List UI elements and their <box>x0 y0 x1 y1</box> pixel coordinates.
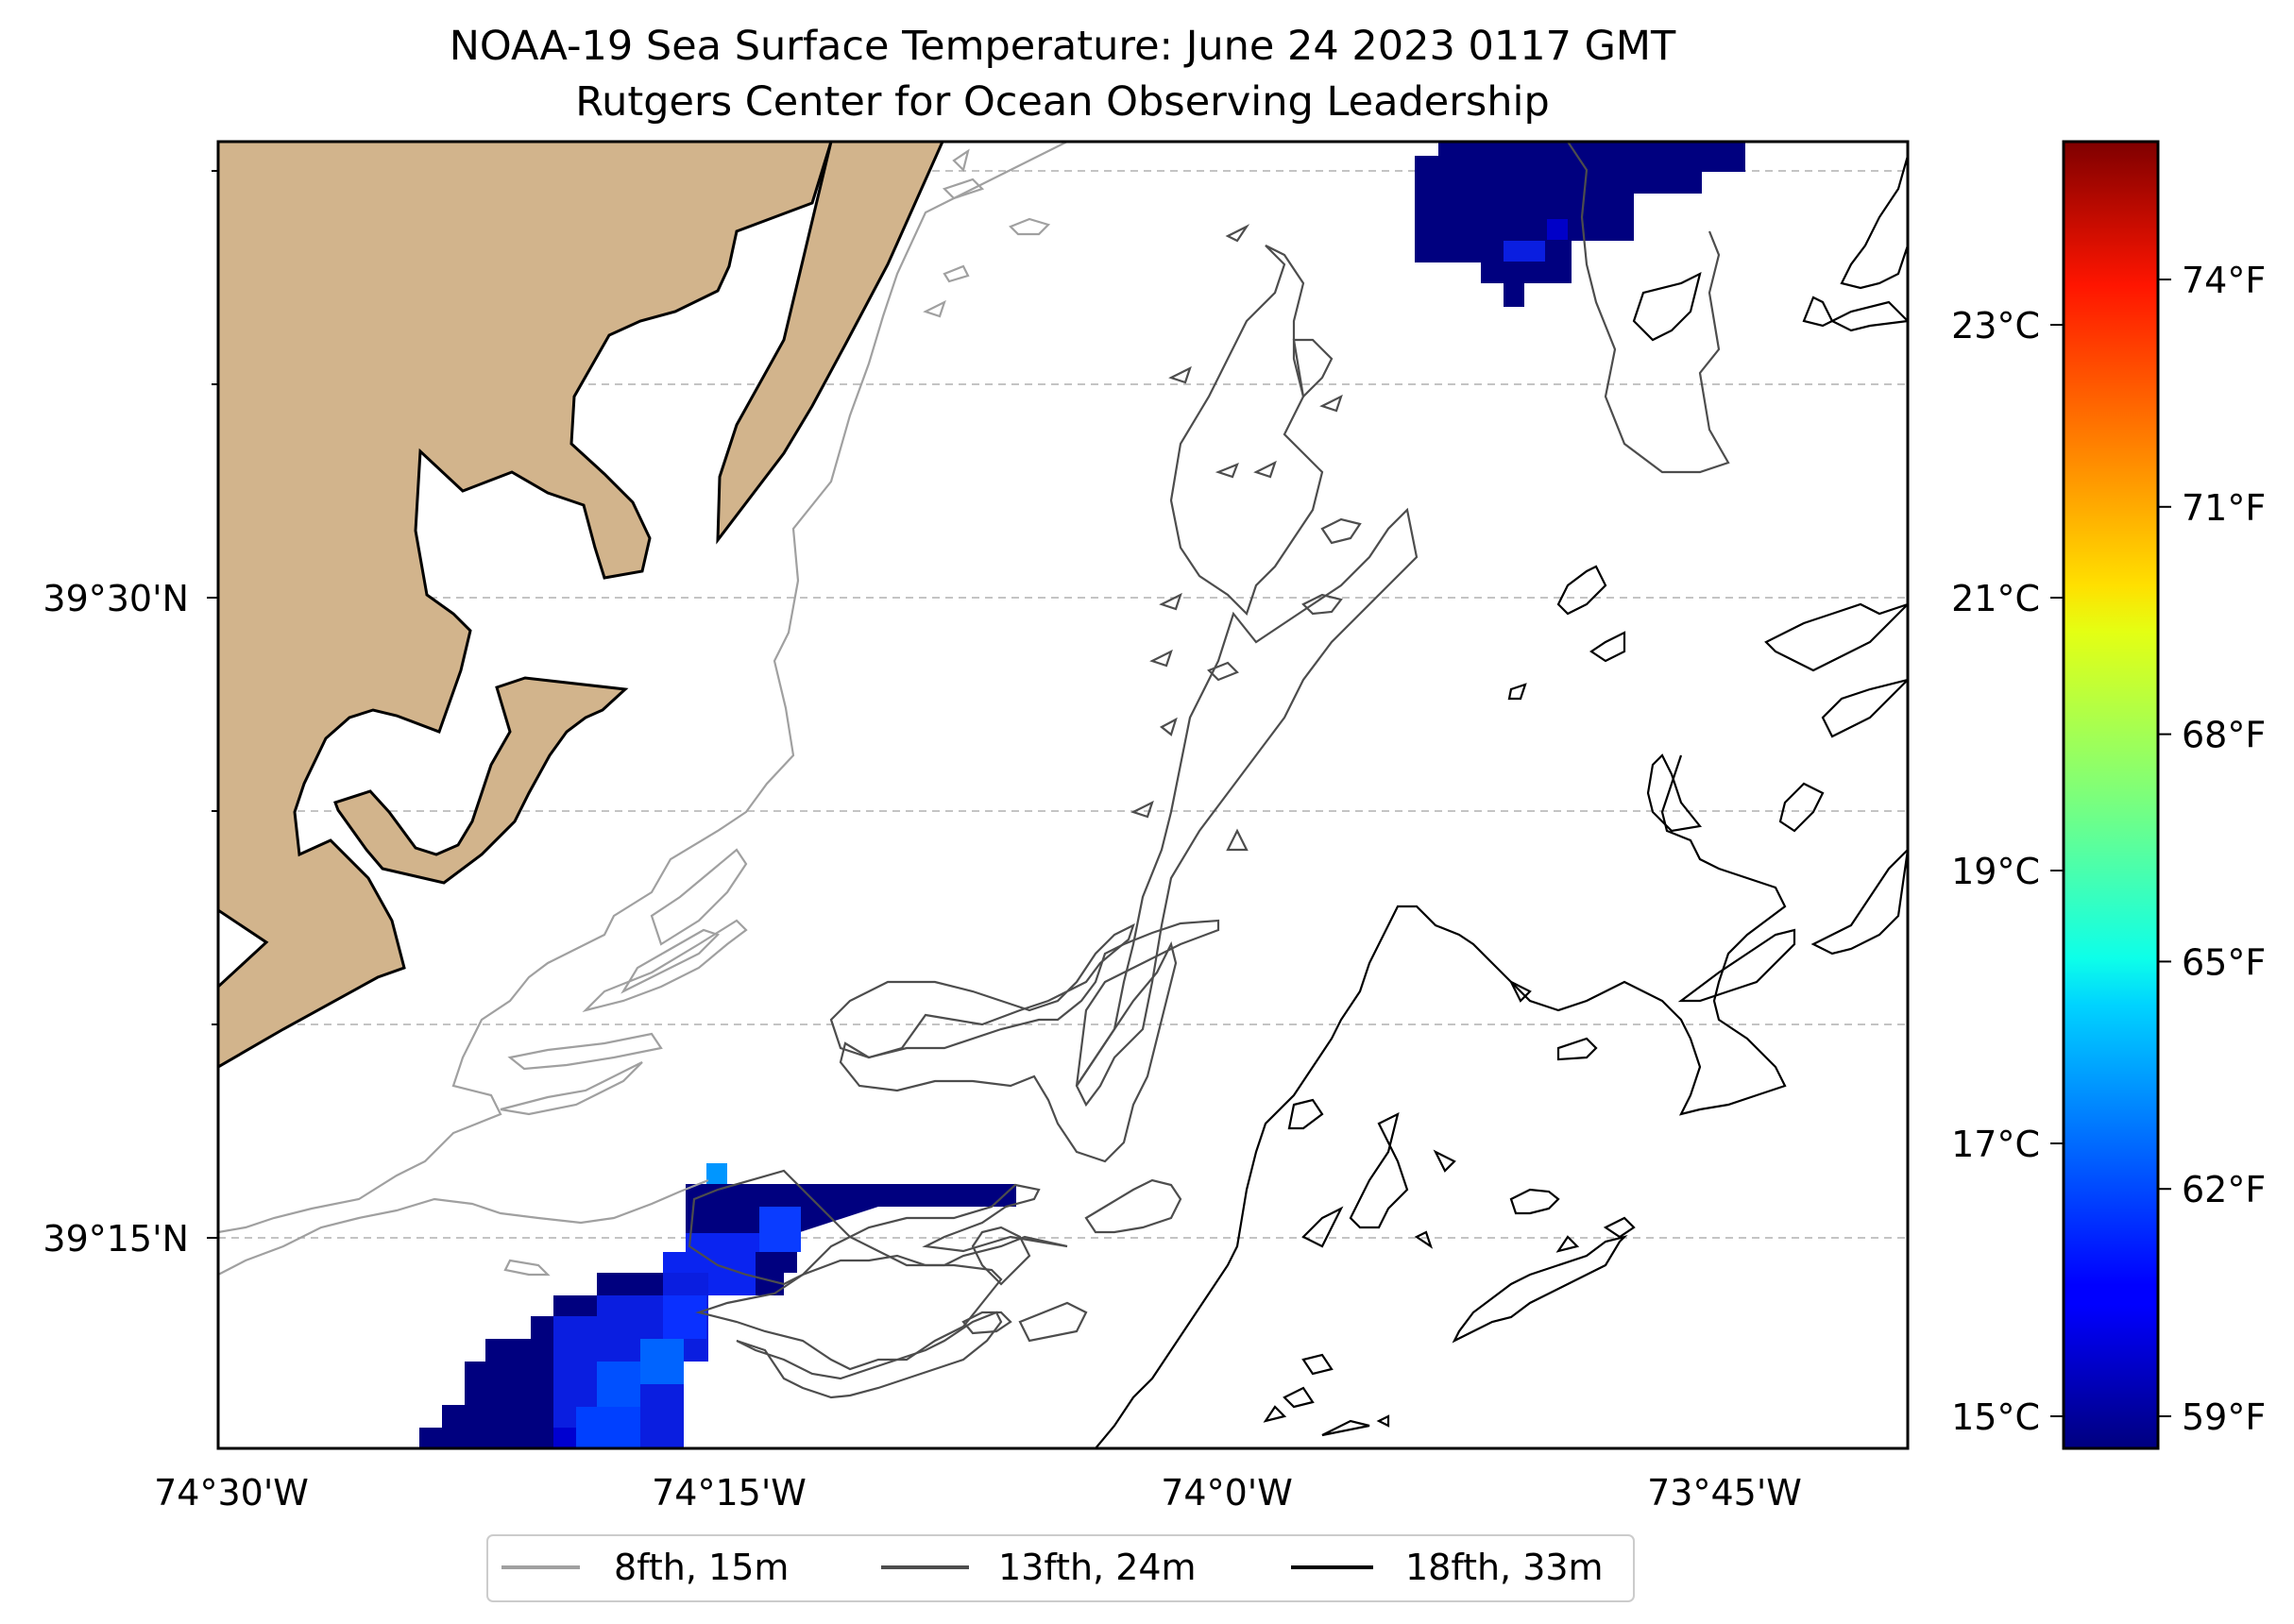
sst-patch-southwest <box>419 1163 1016 1448</box>
title-line-2: Rutgers Center for Ocean Observing Leade… <box>575 78 1550 126</box>
sst-patch-northeast <box>1415 142 1745 307</box>
isobath-18fth <box>1095 155 1908 1448</box>
colorbar-celsius-ticks: 15°C 17°C 19°C 21°C 23°C <box>1951 305 2064 1438</box>
land-new-jersey <box>218 142 944 1069</box>
map-frame <box>216 140 1910 1450</box>
lon-tick-label: 73°45'W <box>1647 1472 1802 1514</box>
lon-tick-label: 74°0'W <box>1161 1472 1293 1514</box>
lat-tick-label: 39°30'N <box>42 578 189 619</box>
fahrenheit-tick-label: 59°F <box>2182 1396 2266 1438</box>
lon-tick-label: 74°30'W <box>154 1472 309 1514</box>
celsius-tick-label: 15°C <box>1951 1396 2040 1438</box>
legend: 8fth, 15m 13fth, 24m 18fth, 33m <box>486 1534 1635 1602</box>
isobath-8fth <box>218 142 1068 1277</box>
longitude-axis: 74°30'W 74°15'W 74°0'W 73°45'W <box>154 1472 1802 1514</box>
celsius-tick-label: 19°C <box>1951 851 2040 892</box>
lat-tick-label: 39°15'N <box>42 1218 189 1260</box>
fahrenheit-tick-label: 68°F <box>2182 715 2266 756</box>
map-area <box>218 142 1908 1448</box>
legend-box <box>486 1534 1635 1602</box>
lon-tick-label: 74°15'W <box>652 1472 807 1514</box>
fahrenheit-tick-label: 71°F <box>2182 487 2266 529</box>
fahrenheit-tick-label: 65°F <box>2182 941 2266 983</box>
celsius-tick-label: 23°C <box>1951 305 2040 347</box>
title-line-1: NOAA-19 Sea Surface Temperature: June 24… <box>450 23 1676 70</box>
fahrenheit-tick-label: 62°F <box>2182 1169 2266 1210</box>
legend-label-18fth: 18fth, 33m <box>1405 1547 1604 1588</box>
legend-label-8fth: 8fth, 15m <box>614 1547 789 1588</box>
celsius-tick-label: 17°C <box>1951 1124 2040 1165</box>
colorbar-fahrenheit-ticks: 59°F 62°F 65°F 68°F 71°F 74°F <box>2158 260 2266 1438</box>
latitude-axis: 39°30'N 39°15'N <box>42 578 189 1260</box>
celsius-tick-label: 21°C <box>1951 578 2040 619</box>
isobath-13fth <box>688 142 1730 1399</box>
fahrenheit-tick-label: 74°F <box>2182 260 2266 301</box>
minor-ticks <box>207 170 218 1239</box>
colorbar: 15°C 17°C 19°C 21°C 23°C 59°F 62°F 65°F 68°F 71°… <box>1951 140 2266 1450</box>
legend-label-13fth: 13fth, 24m <box>998 1547 1197 1588</box>
colorbar-gradient <box>2062 140 2160 1450</box>
